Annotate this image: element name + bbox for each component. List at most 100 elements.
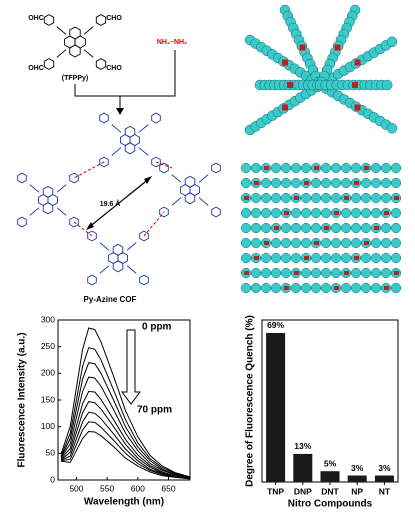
- atom: [390, 177, 402, 189]
- y-tick-label: 50: [46, 448, 56, 458]
- azine-bond: [314, 166, 319, 170]
- ring: [112, 243, 124, 256]
- atom: [380, 177, 392, 189]
- ring: [211, 162, 221, 174]
- azine-bond: [334, 44, 341, 51]
- bar: [293, 453, 313, 482]
- azine-bond: [294, 196, 299, 200]
- arrow-head: [116, 108, 124, 115]
- atom: [290, 162, 302, 174]
- atom: [370, 192, 382, 204]
- azine-bond: [354, 181, 359, 185]
- azine-bond: [264, 166, 269, 170]
- linker-label: NH₂–NH₂: [157, 39, 187, 46]
- atom: [340, 177, 352, 189]
- atom: [370, 162, 382, 174]
- atom: [360, 282, 372, 294]
- bond: [111, 147, 122, 156]
- ring: [151, 156, 161, 168]
- atom: [360, 222, 372, 234]
- atom: [260, 267, 272, 279]
- azine-bond: [244, 271, 249, 275]
- azine-bond: [304, 181, 309, 185]
- atom: [350, 237, 362, 249]
- atom: [370, 282, 382, 294]
- ring: [95, 58, 107, 70]
- atom: [290, 222, 302, 234]
- azine-bond: [334, 286, 339, 290]
- atom: [350, 267, 362, 279]
- y-axis-title: Degree of Fluorescence Quench (%): [245, 315, 256, 487]
- atom: [280, 192, 292, 204]
- atom: [310, 282, 322, 294]
- atom: [330, 222, 342, 234]
- atom: [290, 177, 302, 189]
- azine-bond: [394, 196, 399, 200]
- bond: [126, 242, 137, 251]
- azine-bond: [294, 271, 299, 275]
- y-tick-label: 0: [50, 474, 55, 484]
- atom: [300, 207, 312, 219]
- atom: [320, 282, 332, 294]
- atom: [320, 162, 332, 174]
- bond: [29, 184, 40, 193]
- bond: [171, 174, 182, 183]
- atom: [380, 162, 392, 174]
- atom: [250, 192, 262, 204]
- atom: [350, 162, 362, 174]
- atom: [380, 222, 392, 234]
- atom: [240, 162, 252, 174]
- ring: [87, 230, 97, 242]
- reaction-scheme: OHC CHO OHC CHO (TFPPy) NH₂–NH₂ 19.6 Å P…: [17, 4, 402, 304]
- reaction-arrow: [74, 50, 176, 112]
- atom: [270, 282, 282, 294]
- bond: [126, 265, 137, 274]
- atom: [390, 222, 402, 234]
- atom: [360, 192, 372, 204]
- atom: [320, 252, 332, 264]
- atom: [330, 267, 342, 279]
- atom: [381, 79, 393, 91]
- atom: [320, 207, 332, 219]
- atom: [290, 282, 302, 294]
- atom: [270, 237, 282, 249]
- atom: [280, 177, 292, 189]
- annotation: 70 ppm: [137, 405, 172, 416]
- aldehyde-label: OHC: [28, 15, 44, 22]
- concentration-arrow: [121, 329, 141, 405]
- atom: [300, 192, 312, 204]
- value-label: 69%: [267, 320, 284, 330]
- azine-bond: [384, 286, 389, 290]
- spectrum-line: [61, 421, 191, 480]
- atom: [240, 252, 252, 264]
- ring: [69, 216, 79, 228]
- atom: [350, 222, 362, 234]
- ring: [159, 162, 169, 174]
- ring: [43, 14, 55, 26]
- azine-bond: [352, 82, 358, 88]
- atom: [270, 207, 282, 219]
- azine-bond: [364, 241, 369, 245]
- spectrum-line: [60, 390, 191, 479]
- ring: [124, 142, 136, 155]
- atom: [340, 222, 352, 234]
- x-tick-label: TNP: [267, 486, 284, 496]
- atom: [320, 192, 332, 204]
- atom: [240, 237, 252, 249]
- spectrum-line: [60, 376, 191, 479]
- azine-bond: [299, 44, 306, 51]
- atom: [340, 252, 352, 264]
- atom: [320, 177, 332, 189]
- x-tick-label: NT: [379, 486, 391, 496]
- azine-bond: [282, 59, 288, 66]
- x-tick-label: DNT: [321, 486, 339, 496]
- atom: [260, 192, 272, 204]
- ring: [112, 260, 124, 273]
- atom: [330, 162, 342, 174]
- azine-bond: [254, 181, 259, 185]
- azine-bond: [344, 196, 349, 200]
- ring: [99, 156, 109, 168]
- atom: [290, 207, 302, 219]
- atom: [310, 207, 322, 219]
